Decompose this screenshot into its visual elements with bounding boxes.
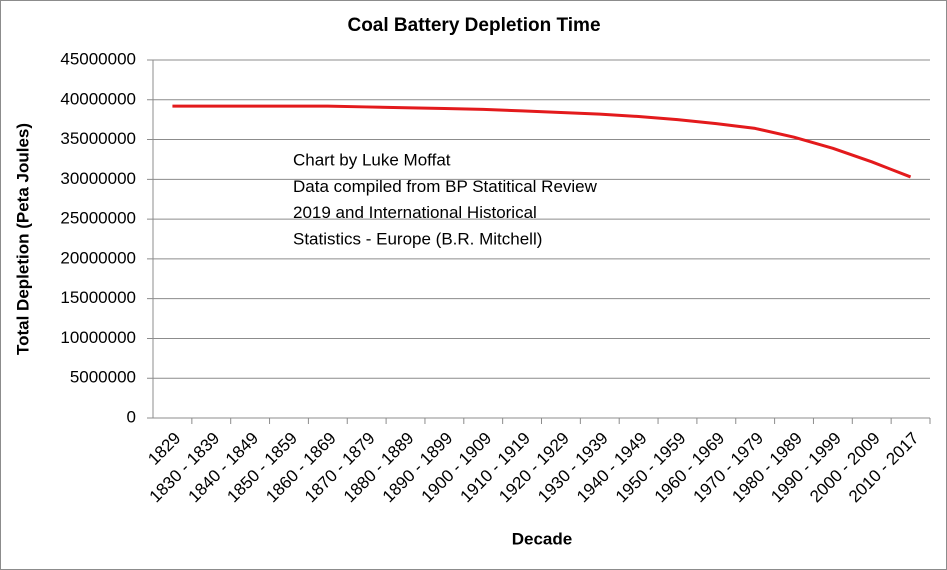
y-tick-label: 35000000 bbox=[60, 129, 136, 148]
y-tick-label: 40000000 bbox=[60, 89, 136, 108]
annotation: Chart by Luke Moffat bbox=[293, 150, 451, 169]
y-tick-label: 45000000 bbox=[60, 49, 136, 68]
y-tick-label: 10000000 bbox=[60, 328, 136, 347]
annotation: 2019 and International Historical bbox=[293, 203, 537, 222]
annotation: Data compiled from BP Statitical Review bbox=[293, 177, 598, 196]
y-tick-label: 5000000 bbox=[70, 368, 136, 387]
y-tick-label: 20000000 bbox=[60, 248, 136, 267]
y-tick-label: 25000000 bbox=[60, 209, 136, 228]
chart-title: Coal Battery Depletion Time bbox=[347, 15, 600, 36]
x-axis-label: Decade bbox=[512, 529, 572, 548]
data-line bbox=[172, 104, 912, 179]
y-tick-label: 15000000 bbox=[60, 288, 136, 307]
y-axis-label: Total Depletion (Peta Joules) bbox=[13, 123, 32, 355]
annotation: Statistics - Europe (B.R. Mitchell) bbox=[293, 229, 542, 248]
y-tick-label: 30000000 bbox=[60, 169, 136, 188]
y-tick-label: 0 bbox=[127, 407, 136, 426]
